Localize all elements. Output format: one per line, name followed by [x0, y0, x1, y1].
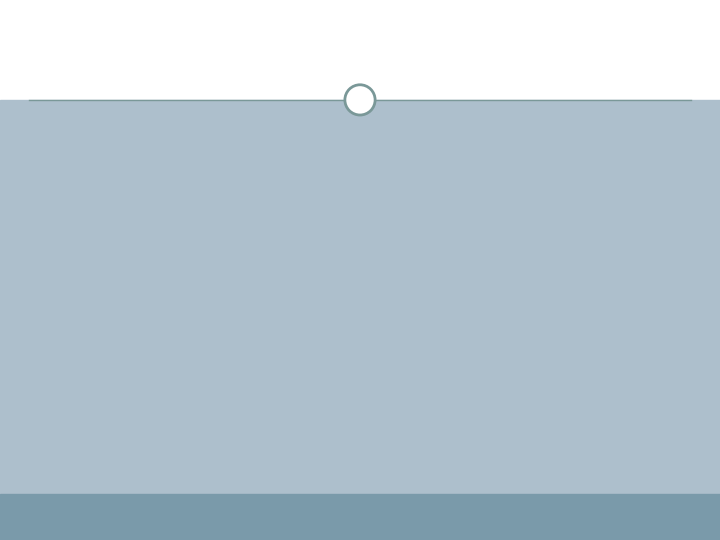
Text: Other Distal Radial Fractures: Other Distal Radial Fractures	[89, 25, 631, 59]
Text: ♻: ♻	[25, 127, 42, 154]
Text: http://3.bp.blogspot.com/_v4G5cCgKDT0/S3cK4OTRQjI/AAAAA
AAAC8/JKcku6vclAk/s1600-: http://3.bp.blogspot.com/_v4G5cCgKDT0/S3…	[385, 503, 720, 526]
Text: Smith’s: Distal radius
fracture with VOLAR
angulation (reverse
Colles’): Smith’s: Distal radius fracture with VOL…	[61, 127, 336, 245]
